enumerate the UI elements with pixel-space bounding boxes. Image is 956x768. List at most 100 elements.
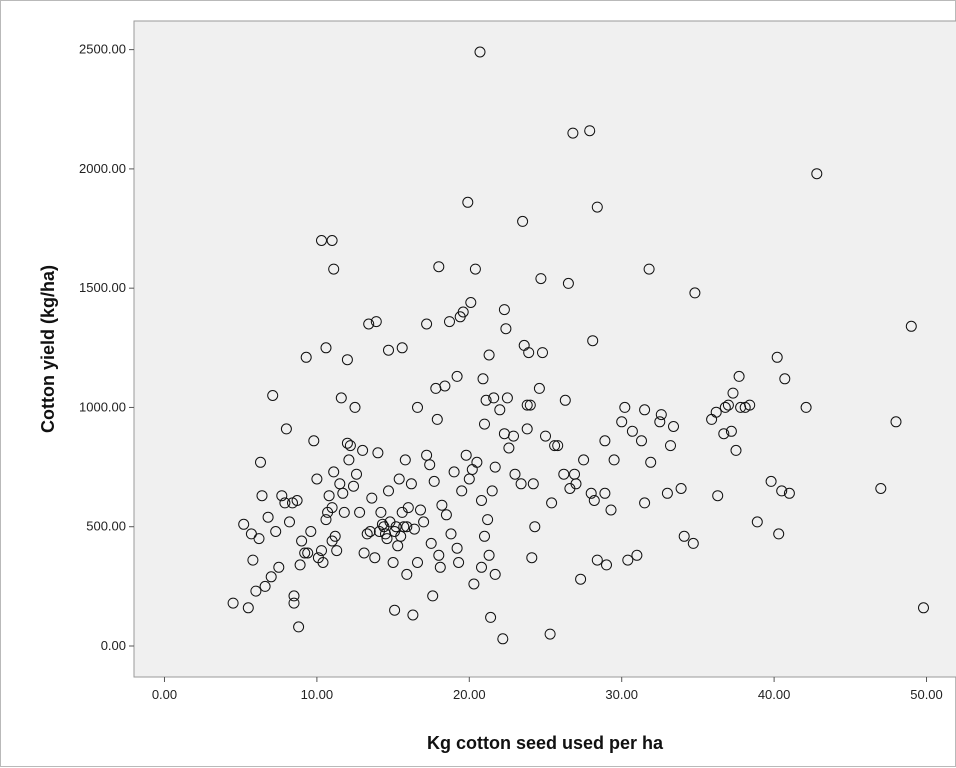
data-point <box>444 316 455 328</box>
data-point <box>383 344 394 356</box>
data-point <box>431 413 443 425</box>
data-point <box>305 526 317 537</box>
data-point <box>489 568 501 580</box>
data-point <box>712 490 724 502</box>
data-point <box>405 478 417 490</box>
data-point <box>311 473 323 485</box>
data-point <box>293 621 305 633</box>
y-tick-label: 2500.00 <box>79 42 126 57</box>
data-point <box>645 456 657 468</box>
data-point <box>488 392 500 404</box>
data-point <box>549 440 561 452</box>
data-point <box>354 506 366 518</box>
data-point <box>387 557 399 568</box>
data-point <box>358 547 370 559</box>
data-point <box>337 487 349 499</box>
data-point <box>415 504 426 516</box>
data-point <box>465 297 477 308</box>
data-point <box>544 628 556 640</box>
data-point <box>575 573 587 585</box>
data-point <box>288 590 300 602</box>
data-point <box>418 516 430 528</box>
data-point <box>259 580 271 592</box>
data-point <box>291 495 303 506</box>
data-point <box>401 521 413 533</box>
data-point <box>779 373 791 385</box>
data-point <box>326 502 338 514</box>
data-point <box>918 602 929 614</box>
data-point <box>399 454 411 466</box>
x-tick-label: 30.00 <box>605 687 638 702</box>
data-point <box>460 449 472 461</box>
data-point <box>601 559 612 571</box>
data-point <box>341 437 353 449</box>
data-point <box>425 537 437 549</box>
data-point <box>619 401 631 413</box>
data-point <box>605 504 617 516</box>
y-tick-label: 2000.00 <box>79 161 126 176</box>
data-point <box>552 440 564 452</box>
data-point <box>489 461 501 473</box>
data-point <box>357 444 369 456</box>
data-point <box>584 125 596 137</box>
data-point <box>591 201 603 213</box>
data-point <box>468 578 480 590</box>
x-tick-label: 10.00 <box>301 687 334 702</box>
data-point <box>361 528 373 540</box>
data-point <box>585 487 597 499</box>
data-point <box>398 521 410 533</box>
data-point <box>517 215 529 227</box>
data-point <box>655 409 667 421</box>
x-tick-label: 20.00 <box>453 687 486 702</box>
data-point <box>875 483 887 494</box>
data-point <box>503 442 515 454</box>
axis-ticks: 0.00 10.00 20.00 30.00 40.00 50.00 0.00 500.00 1… <box>79 42 943 702</box>
data-point <box>497 633 509 645</box>
data-point <box>227 597 239 609</box>
data-point <box>483 549 495 561</box>
data-point <box>776 485 788 497</box>
data-point <box>421 318 433 330</box>
data-point <box>587 335 599 347</box>
data-point <box>331 545 343 557</box>
data-point <box>643 263 655 275</box>
data-point <box>559 394 571 406</box>
data-point <box>412 557 423 568</box>
data-point <box>482 514 494 526</box>
data-point <box>451 370 463 382</box>
data-point <box>328 263 340 275</box>
data-point <box>436 499 448 511</box>
data-point <box>494 404 506 416</box>
data-point <box>451 542 463 554</box>
data-point <box>599 435 611 447</box>
data-point <box>389 604 401 616</box>
data-point <box>486 485 498 497</box>
data-point <box>440 509 452 521</box>
data-point <box>316 545 327 557</box>
data-point <box>456 485 468 497</box>
data-point <box>588 495 600 506</box>
data-point <box>335 392 347 404</box>
data-point <box>483 349 495 361</box>
data-point <box>256 490 268 502</box>
data-point <box>476 561 487 573</box>
data-point <box>433 261 445 273</box>
data-point <box>250 585 262 597</box>
data-point <box>665 440 676 452</box>
data-point <box>343 454 355 466</box>
data-point <box>369 552 381 564</box>
data-point <box>535 273 547 285</box>
data-point <box>338 506 350 518</box>
y-tick-label: 1000.00 <box>79 399 126 414</box>
x-tick-label: 40.00 <box>758 687 791 702</box>
data-point <box>433 549 445 561</box>
data-point <box>710 406 722 418</box>
data-point <box>529 521 541 533</box>
data-point <box>636 435 647 447</box>
data-point <box>302 547 314 559</box>
data-point <box>323 490 335 502</box>
data-point <box>730 444 742 456</box>
data-point <box>296 535 308 547</box>
